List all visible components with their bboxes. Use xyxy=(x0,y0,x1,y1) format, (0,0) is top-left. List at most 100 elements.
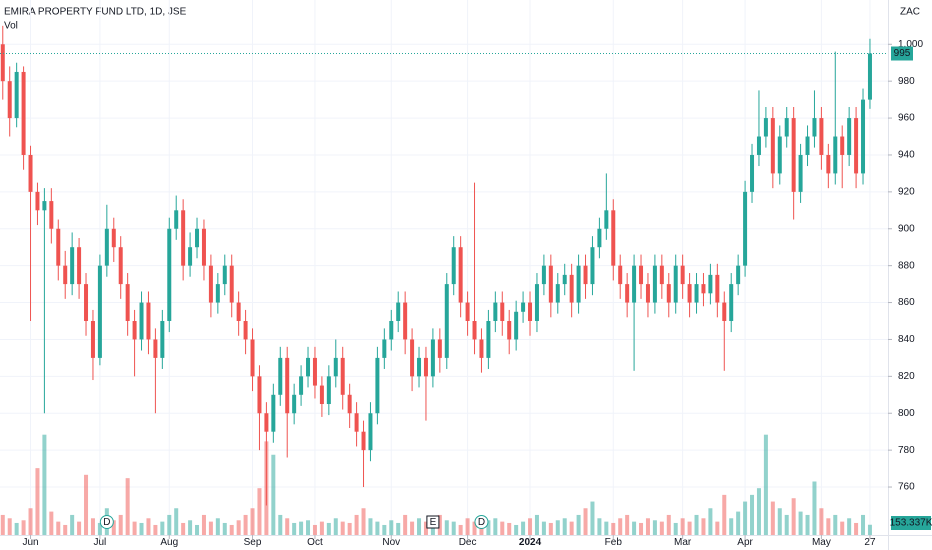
candle-body xyxy=(139,302,144,340)
candle-body xyxy=(736,265,741,285)
x-tick-label: Sep xyxy=(244,537,262,548)
candle-body xyxy=(271,394,276,432)
volume-bar xyxy=(56,521,61,535)
candle-body xyxy=(458,247,463,303)
candle-body xyxy=(639,265,644,285)
volume-bar xyxy=(215,518,220,535)
volume-bar xyxy=(833,514,838,535)
candle-body xyxy=(750,154,755,192)
volume-bar xyxy=(195,524,200,535)
candle-body xyxy=(160,321,165,358)
volume-bar xyxy=(410,521,415,535)
last-volume-label: 153.337K xyxy=(890,518,932,529)
volume-bar xyxy=(770,501,775,535)
volume-bar xyxy=(590,501,595,535)
x-tick-label: May xyxy=(812,537,831,548)
volume-bar xyxy=(555,520,560,535)
candle-body xyxy=(201,228,206,266)
currency-label: ZAC xyxy=(900,7,920,18)
volume-bar xyxy=(722,494,727,535)
candle-body xyxy=(28,154,33,192)
volume-bar xyxy=(111,520,116,535)
candle-body xyxy=(694,284,699,303)
volume-bar xyxy=(694,514,699,535)
volume-bar xyxy=(299,521,304,535)
candle-body xyxy=(722,302,727,321)
candle-body xyxy=(188,247,193,266)
volume-bar xyxy=(97,522,102,535)
x-tick-label: Jun xyxy=(22,537,38,548)
volume-bar xyxy=(354,514,359,535)
volume-bar xyxy=(652,520,657,535)
candle-body xyxy=(430,339,435,377)
volume-bar xyxy=(146,518,151,535)
candle-body xyxy=(333,357,338,377)
volume-bar xyxy=(285,518,290,535)
volume-bar xyxy=(250,508,255,535)
y-tick-label: 980 xyxy=(898,76,915,87)
x-tick-label: Feb xyxy=(605,537,623,548)
volume-bar xyxy=(375,521,380,535)
candle-body xyxy=(21,71,26,155)
volume-bar xyxy=(118,514,123,535)
candle-body xyxy=(847,118,852,155)
volume-bar xyxy=(403,514,408,535)
candle-body xyxy=(652,265,657,303)
candle-body xyxy=(153,339,158,358)
candle-body xyxy=(770,118,775,174)
volume-bar xyxy=(750,494,755,535)
x-tick-label: 27 xyxy=(864,537,876,548)
candle-body xyxy=(264,413,269,432)
volume-bar xyxy=(708,508,713,535)
volume-bar xyxy=(798,511,803,535)
candle-body xyxy=(181,210,186,266)
volume-bar xyxy=(701,518,706,535)
x-tick-label: Nov xyxy=(382,537,400,548)
volume-bar xyxy=(826,518,831,535)
volume-bar xyxy=(763,434,768,535)
volume-bar xyxy=(465,518,470,535)
candle-body xyxy=(70,247,75,285)
candle-body xyxy=(354,413,359,432)
x-tick-label: Aug xyxy=(160,537,178,548)
volume-bar xyxy=(548,522,553,535)
x-tick-label: Apr xyxy=(737,537,753,548)
candle-body xyxy=(63,265,68,285)
candle-body xyxy=(528,302,533,321)
y-tick-label: 960 xyxy=(898,113,915,124)
event-marker xyxy=(474,515,489,529)
y-tick-label: 820 xyxy=(898,371,915,382)
volume-bar xyxy=(21,520,26,535)
candle-body xyxy=(583,265,588,285)
volume-bar xyxy=(736,511,741,535)
volume-bar xyxy=(312,524,317,535)
candle-body xyxy=(312,357,317,386)
volume-bar xyxy=(791,498,796,535)
candle-body xyxy=(104,228,109,266)
candle-body xyxy=(569,274,574,303)
candle-body xyxy=(826,154,831,174)
volume-bar xyxy=(687,521,692,535)
volume-bar xyxy=(569,521,574,535)
volume-title: Vol xyxy=(4,21,18,32)
candle-body xyxy=(35,191,40,211)
candle-body xyxy=(659,265,664,285)
volume-bar xyxy=(680,518,685,535)
volume-bar xyxy=(49,511,54,535)
x-tick-label: Dec xyxy=(459,537,477,548)
candle-body xyxy=(423,357,428,377)
volume-bar xyxy=(659,521,664,535)
volume-bar xyxy=(236,520,241,535)
y-tick-label: 940 xyxy=(898,150,915,161)
y-tick-label: 900 xyxy=(898,223,915,234)
candle-body xyxy=(548,265,553,303)
candle-body xyxy=(84,284,89,321)
volume-bar xyxy=(861,514,866,535)
candle-body xyxy=(90,321,95,358)
volume-bar xyxy=(319,521,324,535)
candle-body xyxy=(597,228,602,248)
volume-bar xyxy=(389,520,394,535)
candle-body xyxy=(632,265,637,303)
volume-bar xyxy=(333,518,338,535)
candle-body xyxy=(534,284,539,321)
